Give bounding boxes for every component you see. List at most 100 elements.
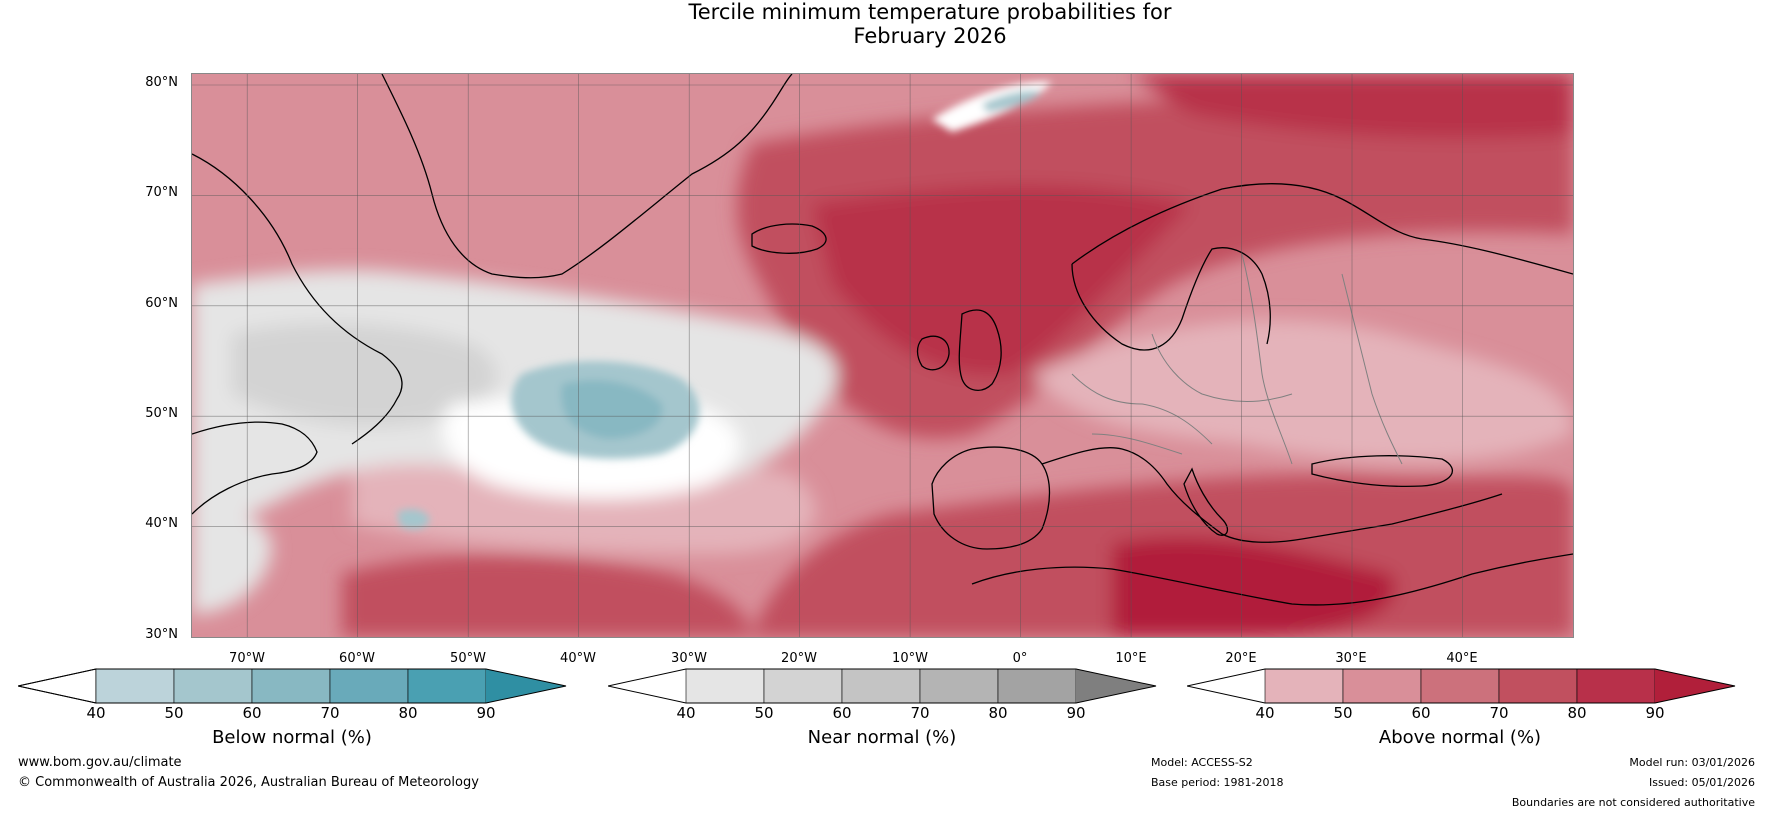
greenland-coast [381,74,793,279]
border-line [1091,433,1183,455]
near-tick-60: 60 [832,704,852,722]
colorbar-near-bin-4 [919,668,999,704]
black-sea-coast [1311,455,1454,488]
north-atlantic-core [812,185,1192,376]
colorbar-above-bin-2 [1342,668,1422,704]
below-normal-core [561,380,663,439]
colorbar-above-bin-1 [1264,668,1344,704]
lat-label-50n: 50°N [145,406,178,421]
north-mediterranean-coast [1041,447,1503,543]
near-tick-70: 70 [910,704,930,722]
colorbar-near-bin-5 [997,668,1077,704]
colorbar-above-bin-5 [1576,668,1656,704]
lon-label-30w: 30°W [671,651,707,666]
colorbar-near-bin-2 [763,668,843,704]
near-normal-label: Near normal (%) [807,727,957,748]
base-period-text: Base period: 1981-2018 [1151,776,1284,789]
lat-label-80n: 80°N [145,75,178,90]
copyright-text: © Commonwealth of Australia 2026, Austra… [18,775,479,790]
lat-label-40n: 40°N [145,516,178,531]
colorbar-below-bin-4 [329,668,409,704]
title-line-1: Tercile minimum temperature probabilitie… [688,0,1172,24]
below-normal-small-patch [397,509,430,530]
lon-label-10w: 10°W [892,651,928,666]
colorbar-below-bin-2 [173,668,253,704]
lon-label-20e: 20°E [1225,651,1257,666]
probability-map [191,73,1574,638]
border-line [1071,373,1213,445]
labrador-coast [192,153,403,445]
colorbar-near-bin-3 [841,668,921,704]
colorbar-below-bin-5 [407,668,487,704]
iceland-coast [751,223,827,254]
above-tick-80: 80 [1567,704,1587,722]
colorbar-above-bin-3 [1420,668,1500,704]
lon-label-20w: 20°W [781,651,817,666]
iberia-coast [931,446,1051,550]
colorbar-near-high-extend [1076,669,1156,703]
scandinavia-north-coast [1071,183,1573,275]
lon-label-50w: 50°W [450,651,486,666]
lon-label-30e: 30°E [1335,651,1367,666]
near-normal-darker-patch [232,323,497,427]
colorbar-above-bin-4 [1498,668,1578,704]
lon-label-40e: 40°E [1446,651,1478,666]
model-text: Model: ACCESS-S2 [1151,756,1253,769]
below-tick-90: 90 [476,704,496,722]
above-tick-70: 70 [1489,704,1509,722]
colorbar-near-low-extend [608,669,686,703]
model-run-text: Model run: 03/01/2026 [1629,756,1755,769]
colorbar-below-outline [18,668,567,704]
near-tick-50: 50 [754,704,774,722]
below-tick-50: 50 [164,704,184,722]
colorbar-below-high-extend [486,669,566,703]
above-tick-90: 90 [1645,704,1665,722]
below-tick-80: 80 [398,704,418,722]
below-tick-70: 70 [320,704,340,722]
lat-label-70n: 70°N [145,185,178,200]
colorbar-near-bin-1 [685,668,765,704]
lat-label-60n: 60°N [145,296,178,311]
lon-label-60w: 60°W [339,651,375,666]
north-africa-coast [971,553,1573,606]
near-tick-90: 90 [1066,704,1086,722]
border-line [1241,253,1293,465]
colorbar-near-outline [608,668,1157,704]
central-europe-light-field [1032,319,1573,462]
below-tick-60: 60 [242,704,262,722]
issued-text: Issued: 05/01/2026 [1648,776,1755,789]
italy-coast [1183,467,1229,536]
lon-label-0: 0° [1012,651,1028,666]
website-link[interactable]: www.bom.gov.au/climate [18,755,182,770]
colorbar-below-low-extend [18,668,97,704]
lon-label-70w: 70°W [229,651,265,666]
ireland-coast [916,335,950,371]
great-britain-coast [958,309,1002,391]
graticule [192,74,1573,637]
above-tick-50: 50 [1333,704,1353,722]
lon-label-40w: 40°W [560,651,596,666]
disclaimer-text: Boundaries are not considered authoritat… [1511,796,1755,809]
lat-label-30n: 30°N [145,627,178,642]
chart-title: Tercile minimum temperature probabilitie… [0,0,1770,48]
border-line [1151,333,1293,402]
scandinavia-west-coast [1071,247,1271,351]
colorbar-near-normal [608,668,1157,704]
below-tick-40: 40 [86,704,106,722]
lon-label-10e: 10°E [1115,651,1147,666]
colorbar-above-outline [1187,668,1736,704]
arctic-below-normal-streak [982,90,1042,112]
eastern-mediterranean-core [1112,537,1396,637]
colorbar-above-low-extend [1187,669,1265,703]
colorbar-above-high-extend [1655,669,1735,703]
above-tick-40: 40 [1255,704,1275,722]
near-tick-80: 80 [988,704,1008,722]
colorbar-below-normal [18,668,567,704]
title-line-2: February 2026 [853,24,1007,48]
map-canvas [192,74,1573,637]
near-normal-southwest-patch [192,510,272,614]
above-normal-label: Above normal (%) [1378,727,1542,748]
above-tick-60: 60 [1411,704,1431,722]
subtropical-atlantic-warm-field [342,555,752,637]
coastlines [192,74,1573,606]
